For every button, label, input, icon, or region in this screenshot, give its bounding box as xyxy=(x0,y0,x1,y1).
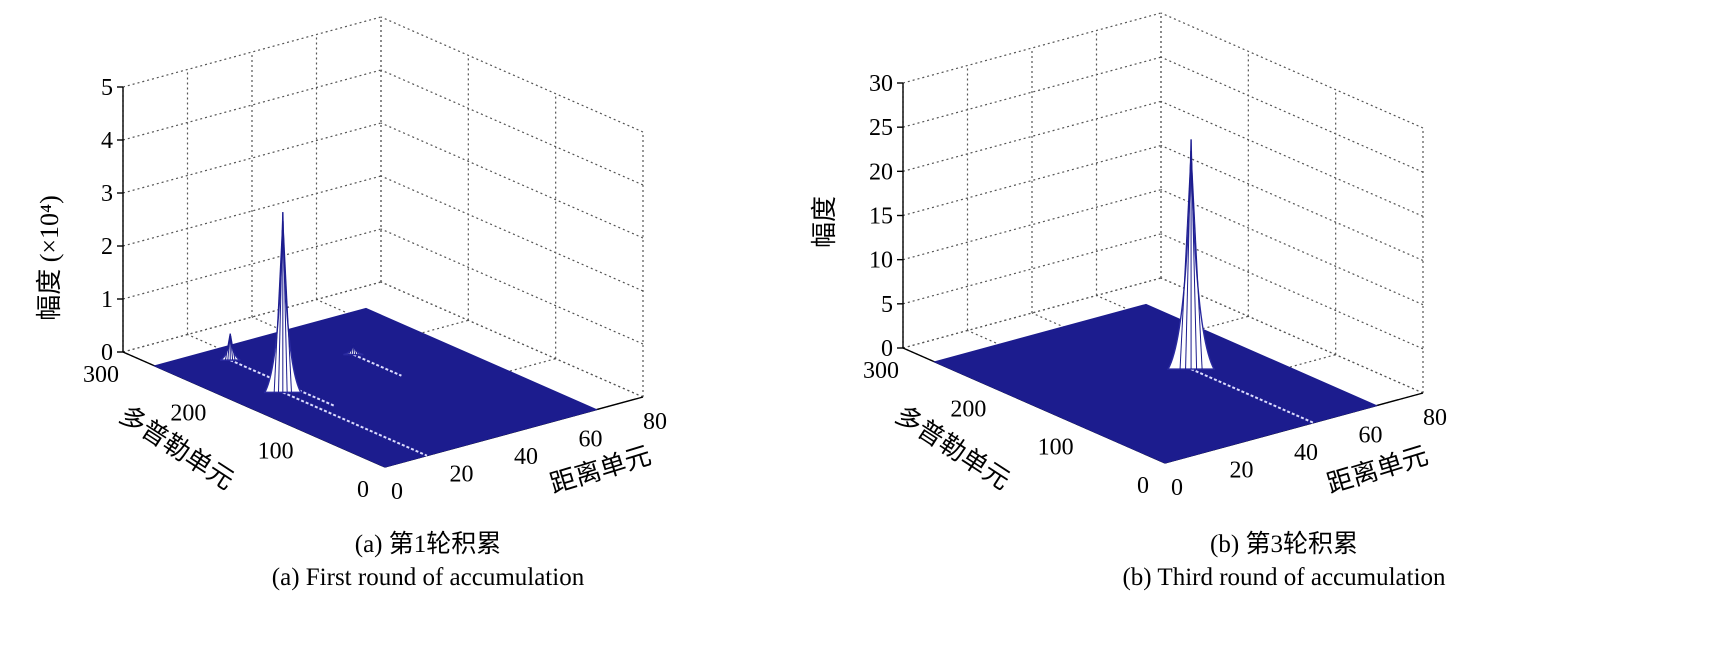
x-tick-label: 0 xyxy=(391,479,403,505)
surface-peak-mesh xyxy=(1179,162,1191,370)
caption-a-en: (a) First round of accumulation xyxy=(271,564,585,591)
x-tick-label: 20 xyxy=(1230,458,1254,484)
z-tick-label: 1 xyxy=(101,287,113,313)
surface-ridge xyxy=(1190,368,1314,424)
y-tick-label: 200 xyxy=(170,400,206,426)
z-tick-label: 15 xyxy=(869,204,893,230)
gridline-z xyxy=(380,228,644,345)
x-tick-label: 80 xyxy=(1423,405,1447,431)
z-tick-label: 30 xyxy=(869,71,893,97)
surface-peak-mesh xyxy=(1185,150,1192,370)
surface-peak-mesh xyxy=(227,334,231,361)
surface-peak-mesh xyxy=(350,344,354,355)
surface-peak-mesh xyxy=(353,344,359,355)
surface-floor xyxy=(152,307,599,468)
z-tick-label: 3 xyxy=(101,181,113,207)
gridline-z xyxy=(122,228,382,300)
surface-peak-mesh xyxy=(348,344,354,355)
x-tick-label: 40 xyxy=(514,444,538,470)
x-tick-label: 60 xyxy=(1359,423,1383,449)
x-tick-label: 60 xyxy=(579,427,603,453)
surface-peak-mesh xyxy=(230,336,236,361)
gridline-z xyxy=(122,122,382,194)
surface-ridge xyxy=(282,391,428,457)
z-axis-label: 幅度 (×10⁴) xyxy=(35,195,64,321)
gridline-z xyxy=(1160,56,1424,173)
gridline-z xyxy=(380,69,644,186)
x-axis-label: 距离单元 xyxy=(1324,441,1432,499)
y-tick-label: 0 xyxy=(1137,473,1149,499)
y-tick-label: 300 xyxy=(863,358,899,384)
gridline-z xyxy=(1160,100,1424,217)
surface-peak-mesh xyxy=(282,221,288,393)
chart-panel-b: 0510152025300204060800100200300幅度距离单元多普勒… xyxy=(810,12,1447,501)
y-tick-label: 100 xyxy=(1038,435,1074,461)
caption-b-cn: (b) 第3轮积累 xyxy=(1210,531,1358,558)
gridline-z xyxy=(902,233,1162,305)
gridline-z xyxy=(1160,189,1424,306)
gridline-z xyxy=(380,122,644,239)
z-tick-label: 10 xyxy=(869,248,893,274)
y-tick-label: 100 xyxy=(258,439,294,465)
surface-floor xyxy=(932,303,1379,464)
z-tick-label: 0 xyxy=(101,340,113,366)
z-tick-label: 0 xyxy=(881,336,893,362)
gridline-z xyxy=(1160,12,1424,129)
z-tick-label: 2 xyxy=(101,234,113,260)
surface-peak-mesh xyxy=(282,230,292,393)
surface-ridge xyxy=(352,353,402,377)
gridline-z xyxy=(380,175,644,292)
z-tick-label: 4 xyxy=(101,128,113,154)
x-tick-label: 20 xyxy=(450,462,474,488)
z-tick-label: 25 xyxy=(869,115,893,141)
y-tick-label: 0 xyxy=(357,477,369,503)
z-tick-label: 5 xyxy=(881,292,893,318)
surface-peak-mesh xyxy=(1190,150,1198,370)
surface-peak-mesh xyxy=(273,230,283,393)
x-tick-label: 40 xyxy=(1294,440,1318,466)
caption-b-en: (b) Third round of accumulation xyxy=(1122,564,1446,591)
x-tick-label: 80 xyxy=(643,409,667,435)
surface-peak-mesh xyxy=(278,221,284,393)
surface-peak-mesh xyxy=(1191,162,1203,370)
surface-peak-mesh xyxy=(224,336,231,361)
z-tick-label: 5 xyxy=(101,75,113,101)
gridline-z xyxy=(380,16,644,133)
y-tick-label: 300 xyxy=(83,362,119,388)
y-tick-label: 200 xyxy=(950,396,986,422)
gridline-z xyxy=(1160,144,1424,262)
x-tick-label: 0 xyxy=(1171,475,1183,501)
gridline-z xyxy=(902,189,1162,261)
caption-a-cn: (a) 第1轮积累 xyxy=(354,531,502,558)
z-axis-label: 幅度 xyxy=(810,196,839,248)
z-tick-label: 20 xyxy=(869,159,893,185)
